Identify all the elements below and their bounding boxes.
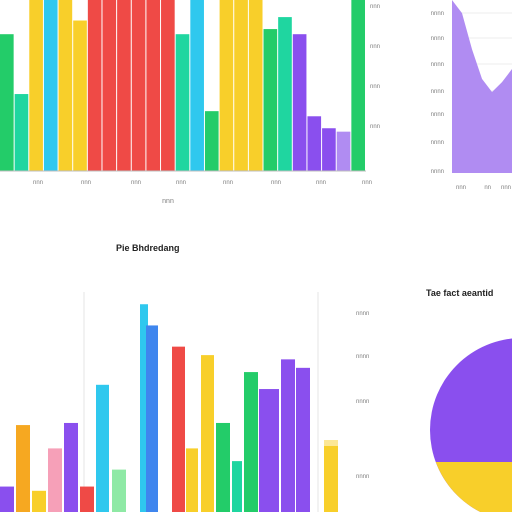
y-tick-labels: nnn nnn nnn nnn [370,4,380,130]
x-tick-label: nnn [271,180,281,186]
bar [259,389,279,512]
bar [161,0,175,171]
bar [146,0,161,171]
bar [131,0,146,171]
bar [232,461,242,512]
x-tick-label: nnn [223,180,233,186]
x-tick-label: nnn [456,185,466,191]
x-tick-label: nnn [176,180,186,186]
bar [219,0,234,171]
y-tick-label: nnnn [356,399,369,405]
chart-title: Tae fact aeantid [426,288,493,298]
y-tick-label: nnnn [431,169,444,175]
bar [292,34,307,172]
legend-swatch-yellow [324,440,338,512]
x-tick-label: nnn [81,180,91,186]
bar [234,0,248,171]
bar [96,384,109,512]
bar-series [0,0,365,172]
bar [58,0,73,171]
bar [80,486,94,512]
x-tick-label: nn [484,185,491,191]
bar [216,422,230,512]
bar [102,0,117,171]
bar [117,0,131,171]
pie-chart-bottom-right: Tae fact aeantid nnnn nnnn nnnn nnnn [324,288,512,512]
bar [140,304,148,512]
bar [0,486,14,512]
y-tick-label: nnn [370,124,380,130]
x-axis-label: nnn [162,198,174,205]
bar [48,448,62,512]
bar-series [0,304,310,512]
chart-title: Pie Bhdredang [116,243,180,253]
bar [278,17,292,171]
pie-slice [435,462,512,512]
y-tick-label: nnn [370,44,380,50]
bar-chart-bottom-left: Pie Bhdredang [0,243,319,512]
bar [16,425,30,512]
bar [186,448,198,512]
y-tick-label: nnnn [356,354,369,360]
pie-slices [430,338,512,512]
y-tick-label: nnnn [431,112,444,118]
x-tick-labels: nnn nnn nnn nnn nnn nnn nnn nnn [33,180,372,186]
bar [190,0,204,171]
y-tick-label: nnnn [431,62,444,68]
bar [29,0,43,171]
y-tick-labels: nnnn nnnn nnnn nnnn nnnn nnnn nnnn [431,11,444,175]
y-tick-label: nnnn [431,89,444,95]
y-tick-label: nnnn [431,36,444,42]
y-tick-label: nnnn [431,11,444,17]
bar [296,367,310,512]
bar [322,128,336,171]
bar [73,20,87,171]
bar [112,469,126,512]
legend-swatch-highlight [324,440,338,446]
y-tick-label: nnnn [356,474,369,480]
y-tick-label: nnn [370,4,380,10]
bar [32,490,46,512]
y-tick-label: nnn [370,84,380,90]
x-tick-label: nnn [316,180,326,186]
bar [175,34,190,172]
bar [87,0,102,171]
y-tick-label: nnnn [356,311,369,317]
x-tick-label: nnn [501,185,511,191]
y-tick-labels: nnnn nnnn nnnn nnnn [356,311,369,480]
bar [281,359,295,512]
area-series [452,0,512,173]
bar [43,0,58,171]
bar [14,94,29,171]
bar [244,372,258,512]
bar [0,34,14,172]
bar [307,116,322,171]
x-tick-label: nnn [33,180,43,186]
bar [336,131,351,171]
x-tick-labels: nnn nn nnn [456,185,511,191]
x-tick-label: nnn [362,180,372,186]
bar [146,325,158,512]
bar [263,29,278,171]
x-tick-label: nnn [131,180,141,186]
bar [248,0,263,171]
bar [172,346,185,512]
bar [351,0,365,171]
y-tick-label: nnnn [431,140,444,146]
bar [201,355,214,512]
bar [64,422,78,512]
bar [204,111,219,171]
